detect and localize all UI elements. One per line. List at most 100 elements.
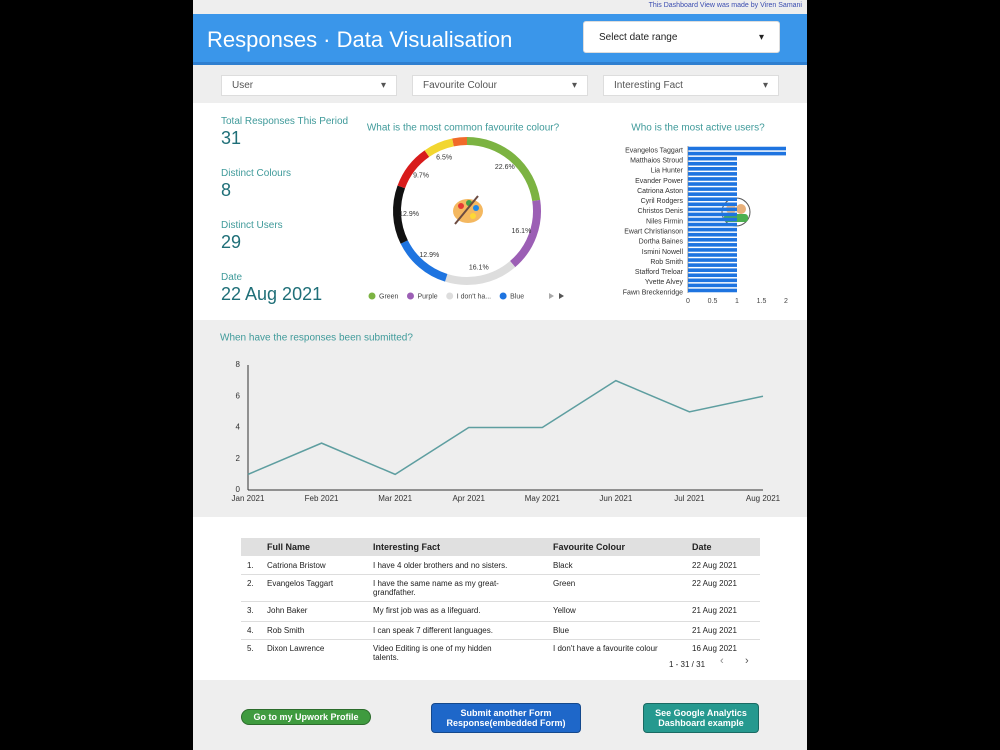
y-tick-label: Yvette Alvey [645,279,684,286]
legend-next[interactable] [559,293,564,299]
avatar-icon [721,197,751,227]
scorecard-label: Distinct Colours [221,168,292,179]
y-tick-label: 8 [236,360,241,369]
legend-swatch [406,292,414,300]
y-tick-label: Niles Firmin [646,218,683,225]
slice-label: 6.5% [436,155,452,162]
table-cell: 3. [247,606,254,615]
bar [688,232,737,237]
donut-slice [400,240,448,282]
table-cell: 21 Aug 2021 [692,606,737,615]
donut-slice [393,185,408,244]
bar [688,146,786,151]
donut-slice [509,199,541,268]
row-divider [241,621,760,622]
table-cell: My first job was as a lifeguard. [373,606,481,615]
donut-slice [466,137,541,202]
x-tick-label: Jan 2021 [232,494,265,503]
donut-slice [397,150,430,189]
x-tick-label: 0 [686,298,690,305]
filter-dropdown[interactable]: Favourite Colour ▾ [412,75,588,96]
table-cell: I have 4 older brothers and no sisters. [373,561,508,570]
donut-slice [424,138,454,157]
x-tick-label: 1.5 [757,298,767,305]
bar [688,161,737,166]
date-selector-label: Select date range [599,31,678,43]
y-tick-label: Dortha Baines [639,239,684,246]
link-button[interactable]: Go to my Upwork Profile [241,709,371,725]
slice-label: 9.7% [413,172,429,179]
slice-label: 16.1% [469,265,489,272]
donut-slice [452,137,468,147]
y-tick-label: Evangelos Taggart [625,147,683,154]
table-cell: Black [553,561,573,570]
table-cell: 22 Aug 2021 [692,561,737,570]
dropdown-arrow: ▾ [758,31,764,43]
filter-label: User [232,80,254,91]
table-cell: I have the same name as my great-grandfa… [373,579,499,597]
y-tick-label: Lia Hunter [651,168,684,175]
bar [688,172,737,176]
table-cell: 1. [247,561,254,570]
legend-swatch [499,292,507,300]
y-tick-label: 2 [236,454,241,463]
x-tick-label: 0.5 [708,298,718,305]
x-tick-label: Feb 2021 [305,494,339,503]
bar [688,156,737,161]
legend-swatch [368,292,376,300]
table-cell: 22 Aug 2021 [692,579,737,588]
y-tick-label: Fawn Breckenridge [623,289,683,296]
bar [688,217,737,222]
bar [688,253,737,257]
table-cell: John Baker [267,606,308,615]
page-next[interactable]: › [745,655,749,667]
bar [688,258,737,262]
date-selector[interactable]: Select date range ▾ [583,21,780,53]
x-tick-label: Jul 2021 [674,494,705,503]
filter-label: Favourite Colour [423,80,497,91]
y-tick-label: Evander Power [635,178,684,185]
legend-prev[interactable] [549,293,554,299]
palette-icon [453,195,483,225]
link-button[interactable]: See Google Analytics Dashboard example [643,703,759,733]
page-prev[interactable]: ‹ [720,655,724,667]
bar [688,151,786,156]
bar [688,263,737,267]
y-tick-label: 4 [236,423,241,432]
dropdown-arrow: ▾ [380,80,386,91]
donut-slice [445,260,516,285]
y-tick-label: 6 [236,391,241,400]
filter-dropdown[interactable]: Interesting Fact ▾ [603,75,779,96]
bar [688,182,737,186]
pagination: 1 - 31 / 31 [669,660,706,669]
bar [688,212,737,217]
filter-dropdown[interactable]: User ▾ [221,75,397,96]
legend-swatch [446,292,454,300]
chart-title: What is the most common favourite colour… [367,123,560,134]
row-divider [241,601,760,602]
table-cell: Rob Smith [267,626,305,635]
scorecard-value: 29 [221,232,242,252]
slice-label: 12.9% [419,252,439,259]
table-cell: Dixon Lawrence [267,644,325,653]
table-cell: 21 Aug 2021 [692,626,737,635]
link-button[interactable]: Submit another Form Response(embedded Fo… [431,703,581,733]
x-tick-label: May 2021 [525,494,561,503]
scorecard-value: 31 [221,128,242,148]
table-cell: Evangelos Taggart [267,579,334,588]
row-divider [241,639,760,640]
bar [688,227,737,232]
dropdown-arrow: ▾ [762,80,768,91]
slice-label: 12.9% [399,211,419,218]
bar [688,197,737,202]
y-tick-label: Matthaios Stroud [630,158,683,165]
bar [688,273,737,278]
legend-label: Green [379,293,399,300]
bar [688,268,737,272]
table-cell: 2. [247,579,254,588]
dropdown-arrow: ▾ [571,80,577,91]
column-header: Favourite Colour [553,542,626,552]
table-cell: Green [553,579,576,588]
